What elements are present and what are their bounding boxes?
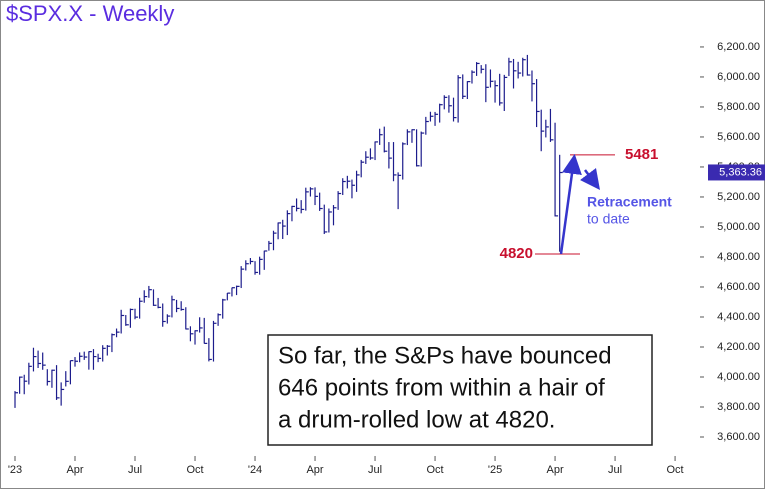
x-tick-label: Apr — [546, 464, 563, 476]
y-tick-label: 5,200.00 — [717, 191, 760, 203]
y-tick-label: 4,000.00 — [717, 371, 760, 383]
level-label: 4820 — [500, 245, 533, 262]
x-tick-label: Oct — [667, 464, 684, 476]
y-tick-label: 3,600.00 — [717, 431, 760, 443]
y-tick-label: 5,800.00 — [717, 101, 760, 113]
x-tick-label: Apr — [306, 464, 323, 476]
note-line: a drum-rolled low at 4820. — [278, 406, 555, 433]
y-tick-label: 4,600.00 — [717, 281, 760, 293]
price-tag — [708, 164, 765, 181]
x-tick-label: Oct — [426, 464, 443, 476]
x-tick-label: Oct — [186, 464, 203, 476]
y-tick-label: 6,200.00 — [717, 41, 760, 53]
x-tick-label: Jul — [608, 464, 622, 476]
x-tick-label: '25 — [488, 464, 502, 476]
arrow-label: Retracement — [587, 194, 672, 210]
x-tick-label: '23 — [8, 464, 22, 476]
y-tick-label: 4,400.00 — [717, 311, 760, 323]
note-line: 646 points from within a hair of — [278, 374, 605, 401]
note-line: So far, the S&Ps have bounced — [278, 342, 612, 369]
arrow-label: to date — [587, 211, 630, 227]
level-label: 5481 — [625, 146, 658, 163]
chart-title: $SPX.X - Weekly — [6, 1, 174, 26]
retracement-arrow — [559, 153, 582, 255]
y-tick-label: 6,000.00 — [717, 71, 760, 83]
y-tick-label: 4,200.00 — [717, 341, 760, 353]
x-tick-label: Jul — [128, 464, 142, 476]
y-tick-label: 5,600.00 — [717, 131, 760, 143]
price-tag-label: 5,363.36 — [719, 166, 762, 178]
note-box — [267, 334, 653, 446]
x-tick-label: Apr — [66, 464, 83, 476]
y-tick-label: 3,800.00 — [717, 401, 760, 413]
y-tick-label: 4,800.00 — [717, 251, 760, 263]
pointer-arrow — [580, 168, 600, 190]
y-tick-label: 5,000.00 — [717, 221, 760, 233]
x-tick-label: '24 — [248, 464, 262, 476]
x-tick-label: Jul — [368, 464, 382, 476]
